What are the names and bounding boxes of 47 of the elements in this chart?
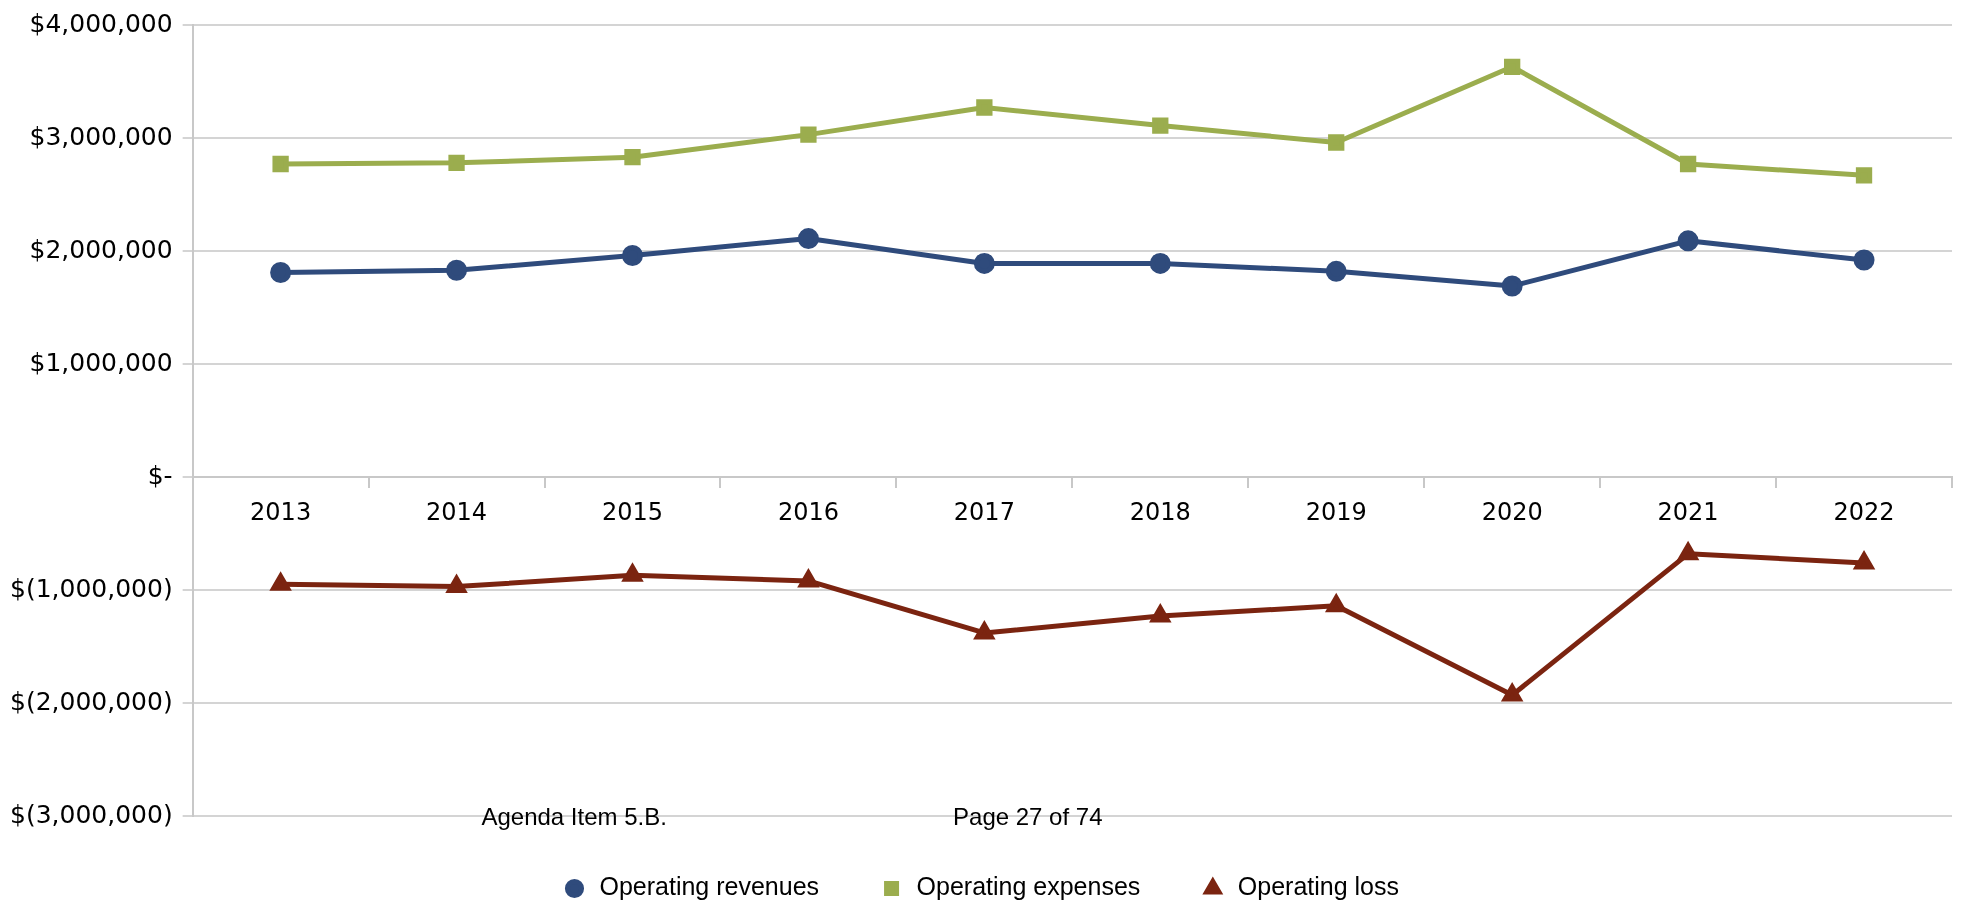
point xyxy=(621,562,644,582)
point xyxy=(1677,230,1699,252)
y-tick-label: $- xyxy=(147,460,173,490)
annotation: Page 27 of 74 xyxy=(953,802,1103,830)
point xyxy=(446,259,468,281)
x-tick-label: 2014 xyxy=(426,497,488,526)
point xyxy=(1853,249,1875,271)
legend-label: Operating revenues xyxy=(599,872,820,901)
point xyxy=(800,126,817,143)
x-tick-label: 2018 xyxy=(1129,497,1191,526)
point xyxy=(272,155,289,173)
point xyxy=(1328,134,1345,151)
y-tick-label: $(2,000,000) xyxy=(9,686,173,716)
point xyxy=(1325,260,1347,282)
x-tick-label: 2019 xyxy=(1305,497,1367,526)
legend-label: Operating loss xyxy=(1237,872,1400,901)
x-tick-label: 2021 xyxy=(1657,497,1719,526)
point xyxy=(269,571,292,591)
point xyxy=(1501,275,1523,297)
point xyxy=(1152,117,1169,134)
point xyxy=(1501,682,1524,702)
point xyxy=(1504,58,1521,75)
x-tick-label: 2020 xyxy=(1481,497,1543,526)
point xyxy=(621,245,643,267)
point xyxy=(624,149,641,166)
x-tick-label: 2017 xyxy=(953,497,1015,526)
point xyxy=(1852,550,1876,570)
y-tick-label: $(3,000,000) xyxy=(9,799,173,829)
y-tick-label: $(1,000,000) xyxy=(9,573,173,603)
y-tick-label: $4,000,000 xyxy=(29,8,173,38)
point xyxy=(1679,155,1697,173)
point xyxy=(973,252,995,274)
legend-label: Operating expenses xyxy=(916,872,1141,901)
annotation: Agenda Item 5.B. xyxy=(481,802,667,830)
y-tick-label: $2,000,000 xyxy=(29,234,173,264)
point xyxy=(270,261,292,283)
x-tick-label: 2013 xyxy=(250,497,312,526)
x-tick-label: 2016 xyxy=(777,497,839,526)
y-tick-label: $1,000,000 xyxy=(29,347,173,377)
y-tick-label: $3,000,000 xyxy=(29,121,173,151)
x-tick-label: 2015 xyxy=(601,497,664,526)
point xyxy=(448,154,465,172)
point xyxy=(797,228,819,250)
point xyxy=(1855,167,1873,184)
point xyxy=(976,99,993,116)
x-tick-label: 2022 xyxy=(1833,497,1895,526)
point xyxy=(1149,252,1171,274)
